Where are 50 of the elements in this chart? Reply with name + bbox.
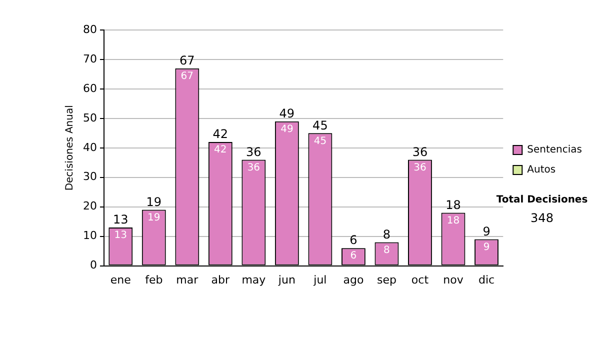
total-label: 8 <box>382 227 391 242</box>
total-label: 6 <box>350 233 358 248</box>
x-tick-label: may <box>242 273 266 286</box>
total-label: 42 <box>212 127 228 142</box>
data-label: 36 <box>414 162 426 174</box>
x-tick-label: oct <box>411 273 430 286</box>
y-tick-label: 10 <box>82 229 97 242</box>
data-label: 42 <box>214 144 227 156</box>
y-tick-label: 60 <box>82 82 97 95</box>
data-label: 49 <box>280 124 294 135</box>
legend-label: Autos <box>527 164 556 176</box>
x-tick-label: ago <box>343 273 364 286</box>
data-label: 19 <box>148 212 160 224</box>
data-label: 8 <box>384 244 390 256</box>
total-label: 36 <box>412 144 428 159</box>
y-tick-label: 50 <box>82 111 97 124</box>
total-label: 45 <box>312 118 328 132</box>
data-label: 45 <box>314 136 327 147</box>
x-tick-label: sep <box>376 273 396 286</box>
x-tick-label: ene <box>110 273 132 286</box>
total-label: 67 <box>180 53 195 68</box>
data-label: 36 <box>247 162 260 174</box>
total-label: 19 <box>146 194 162 209</box>
x-tick-label: abr <box>211 273 230 286</box>
data-label: 13 <box>114 230 127 242</box>
x-tick-label: nov <box>443 273 464 286</box>
x-tick-label: mar <box>176 273 199 286</box>
text: 348 <box>530 211 554 226</box>
annotation: Total Decisiones <box>496 194 588 206</box>
total-label: 18 <box>446 198 461 212</box>
data-label: 67 <box>180 70 194 82</box>
x-tick-label: feb <box>145 273 163 286</box>
y-tick-label: 20 <box>82 200 97 213</box>
y-tick-label: 0 <box>90 258 97 272</box>
y-tick-label: 70 <box>82 52 97 66</box>
total-label: 13 <box>112 212 128 227</box>
x-tick-label: jun <box>277 273 296 286</box>
data-label: 6 <box>350 250 357 262</box>
x-tick-label: jul <box>312 273 327 286</box>
y-axis-title: Decisiones Anual <box>64 105 76 191</box>
y-tick-label: 40 <box>82 140 97 154</box>
total-label: 9 <box>482 224 490 238</box>
legend-label: Sentencias <box>527 144 582 156</box>
total-label: 36 <box>246 144 262 159</box>
y-tick-label: 80 <box>82 22 97 36</box>
data-label: 18 <box>446 215 460 226</box>
y-tick-label: 30 <box>82 170 97 184</box>
total-label: 49 <box>279 106 295 120</box>
data-label: 9 <box>483 242 490 253</box>
x-tick-label: dic <box>478 273 495 286</box>
